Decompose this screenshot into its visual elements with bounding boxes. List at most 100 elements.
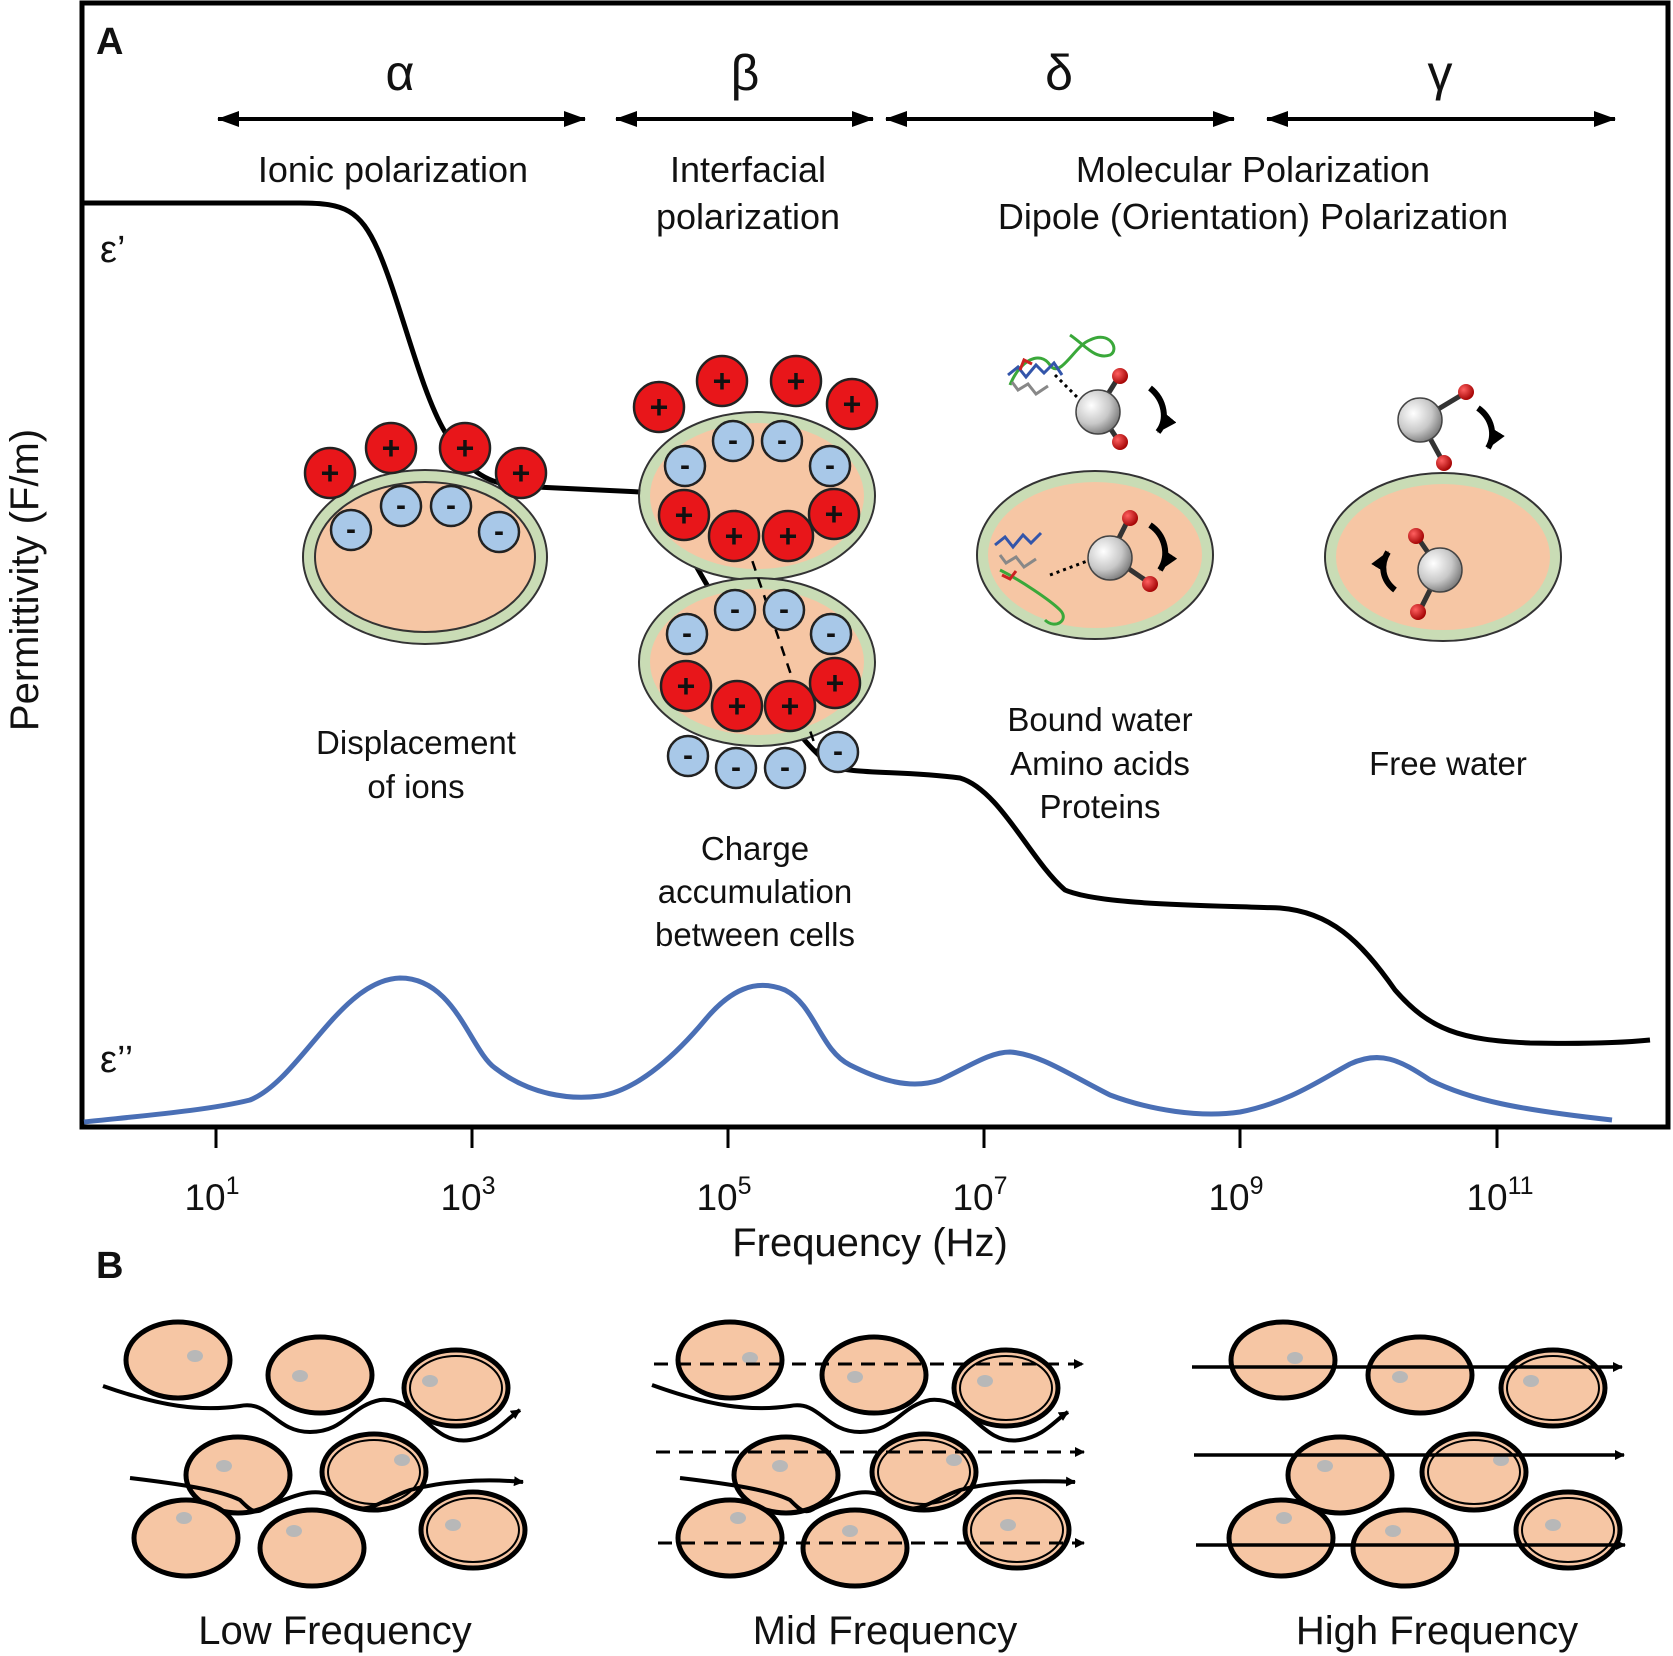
alpha-band-label: Ionic polarization: [258, 149, 528, 190]
high-frequency-cells: [1192, 1319, 1626, 1589]
mid-frequency-cells: [651, 1319, 1085, 1589]
panel-b: B: [96, 1245, 1626, 1653]
negative-charge-symbol: -: [346, 513, 356, 546]
beta-upper-positive-ions: [657, 487, 861, 563]
x-axis-ticks: [214, 1127, 1499, 1148]
negative-charge-symbol: -: [777, 424, 787, 457]
positive-charge-symbol: +: [825, 496, 844, 532]
low-frequency-cells: [102, 1319, 528, 1589]
negative-charge-symbol: -: [825, 449, 835, 482]
panel-a-letter: A: [96, 21, 123, 63]
beta-caption-line1: Charge: [701, 830, 809, 867]
gamma-symbol: γ: [1428, 45, 1453, 101]
alpha-caption-line1: Displacement: [316, 724, 516, 761]
x-axis-title: Frequency (Hz): [732, 1221, 1008, 1265]
alpha-cell: [304, 471, 546, 643]
gamma-caption: Free water: [1369, 745, 1527, 782]
positive-charge-symbol: +: [382, 430, 401, 466]
tick-label-1e3: 103: [440, 1172, 495, 1218]
negative-charge-symbol: -: [683, 739, 693, 772]
beta-lower-negative-ions: [665, 588, 853, 656]
real-permittivity-label: ε’: [100, 229, 125, 271]
imaginary-permittivity-label: ε’’: [100, 1039, 133, 1081]
high-frequency-caption: High Frequency: [1296, 1609, 1578, 1653]
tick-label-1e9: 109: [1208, 1172, 1263, 1218]
beta-upper-negative-ions: [663, 419, 852, 488]
negative-charge-symbol: -: [728, 424, 738, 457]
mid-frequency-current-path-2: [679, 1476, 1076, 1514]
negative-charge-symbol: -: [780, 751, 790, 784]
tick-label-1e1: 101: [184, 1172, 239, 1218]
charge-symbols: -- --++ ++++ ++-- --++ ++-- --++ ++- - - -: [321, 363, 862, 784]
imaginary-permittivity-curve: [83, 975, 1613, 1125]
y-axis-title: Permittivity (F/m): [3, 429, 47, 731]
negative-charge-symbol: -: [779, 593, 789, 626]
low-frequency-current-path-1: [102, 1384, 522, 1443]
negative-charge-symbol: -: [494, 515, 504, 548]
alpha-caption-line2: of ions: [367, 768, 464, 805]
positive-charge-symbol: +: [650, 389, 669, 425]
beta-band-label-line2: polarization: [656, 196, 840, 237]
alpha-positive-ions: [303, 421, 548, 500]
positive-charge-symbol: +: [826, 665, 845, 701]
plot-frame: [79, 0, 1671, 1130]
cell-bound-water-molecule-icon: [1087, 510, 1158, 592]
positive-charge-symbol: +: [787, 363, 806, 399]
negative-charge-symbol: -: [833, 735, 843, 768]
positive-charge-symbol: +: [725, 518, 744, 554]
beta-caption-line2: accumulation: [658, 873, 852, 910]
beta-lower-positive-ions: [659, 656, 862, 733]
rotation-arrow-icon: [1147, 385, 1177, 434]
negative-charge-symbol: -: [826, 617, 836, 650]
positive-charge-symbol: +: [713, 363, 732, 399]
negative-charge-symbol: -: [680, 449, 690, 482]
delta-caption-line1: Bound water: [1007, 701, 1192, 738]
cell-protein-chain-icon: [994, 531, 1065, 626]
panel-b-letter: B: [96, 1245, 123, 1287]
delta-diagram: [976, 333, 1214, 640]
alpha-cell-diagram: [302, 421, 548, 645]
positive-charge-symbol: +: [781, 688, 800, 724]
tick-label-1e5: 105: [696, 1172, 751, 1218]
mid-frequency-current-path-1: [651, 1383, 1070, 1443]
negative-charge-symbol: -: [396, 489, 406, 522]
beta-band-label-line1: Interfacial: [670, 149, 826, 190]
free-rotation-arrow-icon: [1476, 405, 1505, 450]
tick-label-1e11: 1011: [1466, 1172, 1533, 1218]
positive-charge-symbol: +: [321, 455, 340, 491]
negative-charge-symbol: -: [446, 489, 456, 522]
mid-frequency-caption: Mid Frequency: [753, 1609, 1018, 1653]
cell-rotation-arrow-icon: [1148, 522, 1178, 572]
low-frequency-current-path-2: [129, 1476, 524, 1514]
beta-symbol: β: [731, 45, 760, 101]
cell-free-water-molecule-icon: [1408, 528, 1463, 620]
negative-charge-symbol: -: [731, 751, 741, 784]
negative-charge-symbol: -: [730, 593, 740, 626]
negative-charge-symbol: -: [682, 617, 692, 650]
panel-a: A α β δ γ Ionic polarization Interfacial…: [3, 0, 1671, 1265]
delta-caption-line2: Amino acids: [1010, 745, 1190, 782]
beta-cell-diagram: [632, 354, 879, 790]
gamma-diagram: [1324, 384, 1562, 642]
beta-outer-positive-ions: [632, 354, 879, 434]
delta-symbol: δ: [1045, 45, 1073, 101]
alpha-symbol: α: [386, 45, 415, 101]
bound-water-molecule-icon: [1075, 368, 1128, 450]
positive-charge-symbol: +: [675, 497, 694, 533]
positive-charge-symbol: +: [843, 386, 862, 422]
tick-label-1e7: 107: [952, 1172, 1007, 1218]
low-frequency-caption: Low Frequency: [198, 1609, 471, 1653]
alpha-negative-ions: [329, 484, 521, 554]
positive-charge-symbol: +: [779, 518, 798, 554]
free-water-molecule-icon: [1397, 384, 1474, 471]
beta-outer-negative-ions: [666, 730, 860, 790]
protein-chain-icon: [1007, 333, 1116, 397]
positive-charge-symbol: +: [677, 668, 696, 704]
dipole-polarization-label: Dipole (Orientation) Polarization: [998, 196, 1508, 237]
molecular-polarization-label: Molecular Polarization: [1076, 149, 1430, 190]
delta-caption-line3: Proteins: [1039, 788, 1160, 825]
positive-charge-symbol: +: [512, 455, 531, 491]
positive-charge-symbol: +: [456, 430, 475, 466]
positive-charge-symbol: +: [728, 688, 747, 724]
